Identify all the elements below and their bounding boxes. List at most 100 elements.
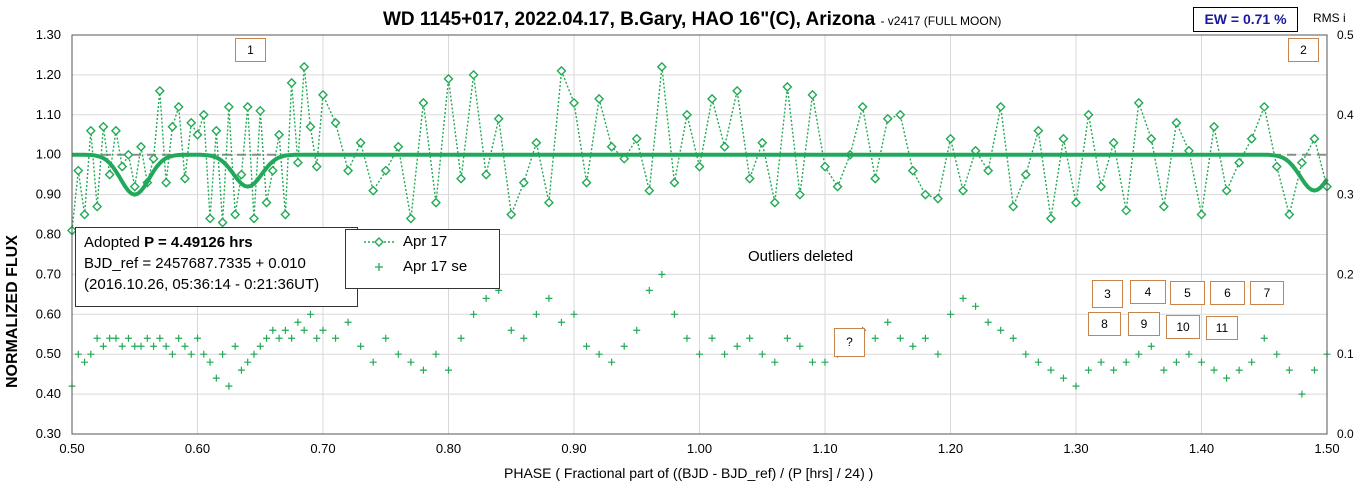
point-apr17 — [73, 165, 84, 176]
point-apr17-se — [821, 358, 829, 366]
point-apr17-se — [357, 342, 365, 350]
point-apr17 — [744, 173, 755, 184]
point-apr17-se — [608, 358, 616, 366]
point-apr17 — [569, 97, 579, 108]
point-apr17-se — [947, 310, 954, 318]
point-apr17 — [832, 181, 843, 192]
point-apr17-se — [74, 350, 82, 358]
point-apr17 — [248, 213, 259, 224]
point-apr17-se — [269, 326, 277, 334]
point-apr17 — [1020, 169, 1031, 180]
point-apr17 — [669, 177, 680, 188]
point-apr17-se — [319, 326, 327, 334]
point-apr17 — [280, 209, 291, 220]
point-apr17 — [405, 213, 416, 224]
point-apr17 — [707, 93, 718, 104]
point-apr17-se — [1047, 366, 1055, 374]
point-apr17 — [694, 161, 705, 172]
point-apr17 — [1008, 201, 1019, 212]
point-apr17-se — [1097, 358, 1105, 366]
model-curve — [72, 152, 1329, 197]
point-apr17-se — [175, 334, 183, 342]
point-apr17-se — [93, 334, 101, 342]
point-apr17-se — [532, 310, 540, 318]
point-apr17 — [1171, 117, 1182, 128]
ew-badge: EW = 0.71 % — [1193, 7, 1298, 32]
point-apr17 — [807, 89, 818, 100]
x-tick-label: 0.90 — [561, 441, 586, 456]
point-apr17 — [594, 93, 605, 104]
period-line: Adopted P = 4.49126 hrs — [84, 234, 253, 251]
point-apr17 — [820, 161, 830, 172]
y2-axis-ticks: 0.0 0.1 0.2 0.3 0.4 0.5 — [1337, 28, 1354, 441]
point-apr17-se — [445, 366, 452, 374]
y2-tick-label: 0.5 — [1337, 28, 1354, 42]
point-apr17 — [355, 137, 366, 148]
x-tick-label: 1.30 — [1063, 441, 1088, 456]
point-apr17 — [179, 173, 190, 184]
point-apr17 — [1209, 121, 1220, 132]
point-apr17 — [1083, 109, 1094, 120]
point-apr17-se — [394, 350, 402, 358]
point-apr17 — [85, 125, 96, 136]
point-apr17-se — [237, 366, 245, 374]
outliers-note: Outliers deleted — [748, 248, 854, 265]
point-apr17-se — [457, 334, 465, 342]
point-apr17 — [468, 69, 479, 80]
point-apr17-se — [250, 350, 258, 358]
point-apr17 — [932, 193, 943, 204]
point-apr17-se — [124, 334, 132, 342]
point-apr17 — [945, 133, 956, 144]
point-apr17 — [882, 113, 893, 124]
box-question: ? — [834, 328, 865, 357]
point-apr17-se — [1110, 366, 1118, 374]
plot-frame — [71, 34, 1328, 435]
legend-diamond-icon — [374, 237, 384, 247]
x-tick-label: 1.40 — [1189, 441, 1214, 456]
point-apr17 — [1196, 209, 1207, 220]
date-line: (2016.10.26, 05:36:14 - 0:21:36UT) — [84, 276, 320, 293]
point-apr17-se — [896, 334, 904, 342]
point-apr17 — [581, 177, 592, 188]
point-apr17-se — [934, 350, 942, 358]
point-apr17 — [493, 113, 504, 124]
box-4: 4 — [1130, 280, 1166, 304]
box-3: 3 — [1092, 280, 1123, 308]
chart-title: WD 1145+017, 2022.04.17, B.Gary, HAO 16"… — [383, 9, 1002, 30]
point-apr17-se — [313, 334, 321, 342]
box-7: 7 — [1250, 281, 1284, 305]
point-apr17-se — [570, 310, 578, 318]
point-apr17 — [1133, 97, 1144, 108]
period-info-box: Adopted P = 4.49126 hrs BJD_ref = 245768… — [75, 227, 358, 307]
box-5: 5 — [1170, 281, 1205, 305]
point-apr17 — [907, 165, 918, 176]
legend-label-apr17-se: Apr 17 se — [403, 258, 468, 275]
point-apr17-se — [131, 342, 139, 350]
y-tick-label: 1.30 — [36, 27, 61, 42]
y-tick-label: 0.40 — [36, 386, 61, 401]
point-apr17-se — [332, 334, 340, 342]
point-apr17-se — [520, 334, 528, 342]
series-apr17 — [67, 61, 1332, 236]
point-apr17-se — [758, 350, 766, 358]
point-apr17 — [123, 149, 134, 160]
point-apr17 — [274, 129, 285, 140]
point-apr17 — [343, 165, 354, 176]
point-apr17-se — [281, 326, 289, 334]
y-tick-label: 0.80 — [36, 227, 61, 242]
point-apr17 — [782, 81, 793, 92]
point-apr17-se — [959, 294, 967, 302]
x-tick-label: 1.10 — [812, 441, 837, 456]
point-apr17-se — [382, 334, 390, 342]
point-apr17 — [161, 177, 172, 188]
point-apr17-se — [633, 326, 641, 334]
point-apr17-se — [206, 358, 214, 366]
chart-subtitle: - v2417 (FULL MOON) — [880, 14, 1002, 28]
point-apr17 — [292, 157, 303, 168]
y-tick-label: 0.50 — [36, 346, 61, 361]
point-apr17-se — [557, 318, 565, 326]
point-apr17-se — [294, 318, 302, 326]
point-apr17-se — [225, 382, 233, 390]
point-apr17 — [92, 201, 103, 212]
